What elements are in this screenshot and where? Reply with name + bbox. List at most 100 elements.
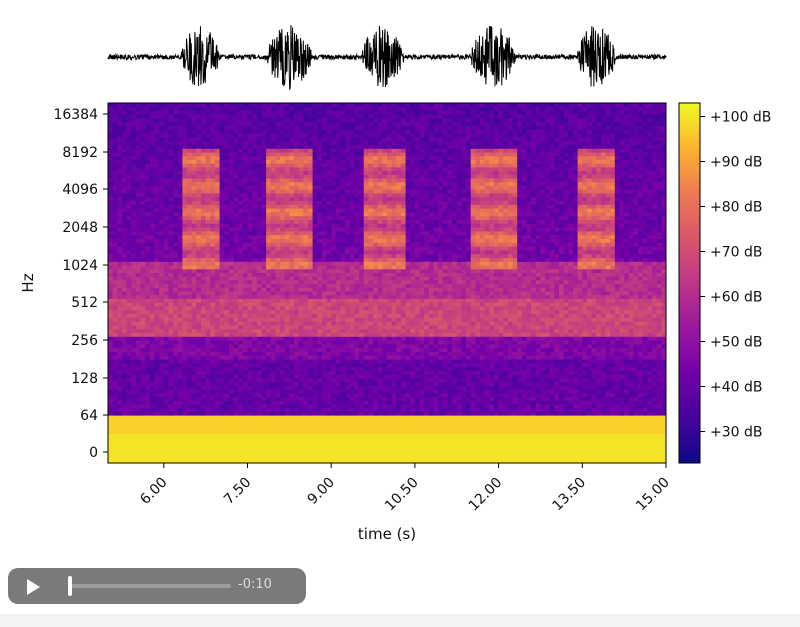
spectrogram-cell [266, 321, 272, 326]
spectrogram-cell [219, 133, 225, 138]
spectrogram-cell [289, 276, 295, 281]
spectrogram-cell [345, 196, 351, 201]
spectrogram-cell [126, 276, 132, 281]
spectrogram-cell [201, 321, 207, 326]
spectrogram-cell [303, 170, 309, 175]
spectrogram-cell [214, 215, 221, 220]
spectrogram-cell [247, 219, 253, 224]
spectrogram-cell [149, 181, 156, 186]
spectrogram-cell [280, 230, 286, 236]
spectrogram-cell [321, 370, 328, 375]
spectrogram-cell [121, 332, 128, 337]
spectrogram-cell [247, 253, 253, 258]
spectrogram-cell [294, 359, 300, 364]
spectrogram-cell [349, 351, 356, 356]
spectrogram-cell [145, 163, 151, 168]
spectrogram-cell [331, 340, 337, 345]
spectrogram-cell [335, 148, 342, 153]
spectrogram-cell [363, 238, 369, 243]
spectrogram-cell [214, 219, 221, 224]
spectrogram-cell [340, 411, 346, 416]
spectrogram-cell [127, 95, 132, 99]
spectrogram-cell [238, 196, 244, 201]
spectrogram-cell [201, 117, 207, 123]
spectrogram-cell [108, 117, 114, 123]
spectrogram-cell [168, 328, 174, 333]
spectrogram-cell [359, 144, 365, 149]
spectrogram-cell [294, 230, 300, 236]
spectrogram-cell [145, 140, 151, 145]
spectrogram-cell [289, 287, 295, 292]
spectrogram-cell [284, 152, 290, 157]
spectrogram-cell [187, 163, 193, 168]
spectrogram-cell [298, 287, 304, 292]
spectrogram-cell [201, 317, 207, 322]
spectrogram-cell [214, 110, 221, 115]
spectrogram-cell [177, 211, 183, 217]
spectrogram-cell [298, 332, 304, 337]
spectrogram-cell [210, 370, 216, 375]
spectrogram-cell [191, 378, 197, 383]
spectrogram-cell [112, 125, 118, 130]
spectrogram-cell [345, 261, 351, 266]
spectrogram-cell [135, 433, 142, 463]
spectrogram-cell [173, 163, 179, 168]
spectrogram-cell [298, 374, 304, 379]
spectrogram-cell [359, 298, 365, 303]
spectrogram-cell [280, 174, 286, 179]
spectrogram-cell [159, 366, 165, 371]
spectrogram-cell [149, 174, 156, 179]
spectrogram-cell [303, 336, 309, 341]
spectrogram-cell [266, 279, 272, 285]
spectrogram-cell [112, 302, 118, 307]
spectrogram-cell [154, 189, 160, 194]
spectrogram-cell [261, 211, 267, 217]
spectrogram-cell [177, 103, 183, 107]
spectrogram-cell [126, 114, 132, 119]
spectrogram-cell [196, 95, 201, 99]
spectrogram-cell [266, 305, 272, 311]
spectrogram-cell [280, 170, 286, 175]
spectrogram-cell [317, 305, 323, 311]
spectrogram-cell [341, 95, 346, 99]
spectrogram-cell [238, 411, 244, 416]
spectrogram-cell [247, 196, 253, 201]
spectrogram-cell [275, 211, 281, 217]
spectrogram-cell [289, 117, 295, 123]
spectrogram-cell [210, 317, 216, 322]
spectrogram-cell [108, 385, 114, 390]
spectrogram-cell [289, 343, 295, 349]
spectrogram-cell [312, 343, 318, 349]
spectrogram-cell [242, 392, 249, 398]
spectrogram-cell [196, 313, 202, 318]
spectrogram-cell [359, 324, 365, 330]
spectrogram-cell [326, 110, 332, 115]
spectrogram-cell [252, 351, 258, 356]
spectrogram-cell [238, 106, 244, 111]
spectrogram-cell [321, 321, 328, 326]
spectrogram-cell [354, 343, 360, 349]
spectrogram-cell [331, 155, 337, 160]
spectrogram-cell [182, 355, 188, 360]
spectrogram-cell [117, 265, 123, 270]
spectrogram-cell [201, 257, 207, 262]
spectrogram-cell [187, 392, 193, 398]
spectrogram-cell [145, 324, 151, 330]
spectrogram-cell [252, 152, 258, 157]
spectrogram-cell [368, 200, 374, 205]
spectrogram-cell [275, 215, 281, 220]
spectrogram-cell [126, 140, 132, 145]
spectrogram-cell [280, 181, 286, 186]
spectrogram-cell [126, 411, 132, 416]
spectrogram-cell [238, 309, 244, 314]
spectrogram-cell [238, 366, 244, 371]
spectrogram-cell [321, 253, 328, 258]
spectrogram-cell [331, 208, 337, 213]
spectrogram-cell [252, 355, 258, 360]
spectrogram-cell [256, 400, 263, 405]
spectrogram-cell [354, 227, 360, 232]
spectrogram-cell [289, 242, 295, 247]
spectrogram-cell [298, 246, 304, 251]
spectrogram-cell [307, 381, 314, 386]
spectrogram-cell [205, 287, 211, 292]
